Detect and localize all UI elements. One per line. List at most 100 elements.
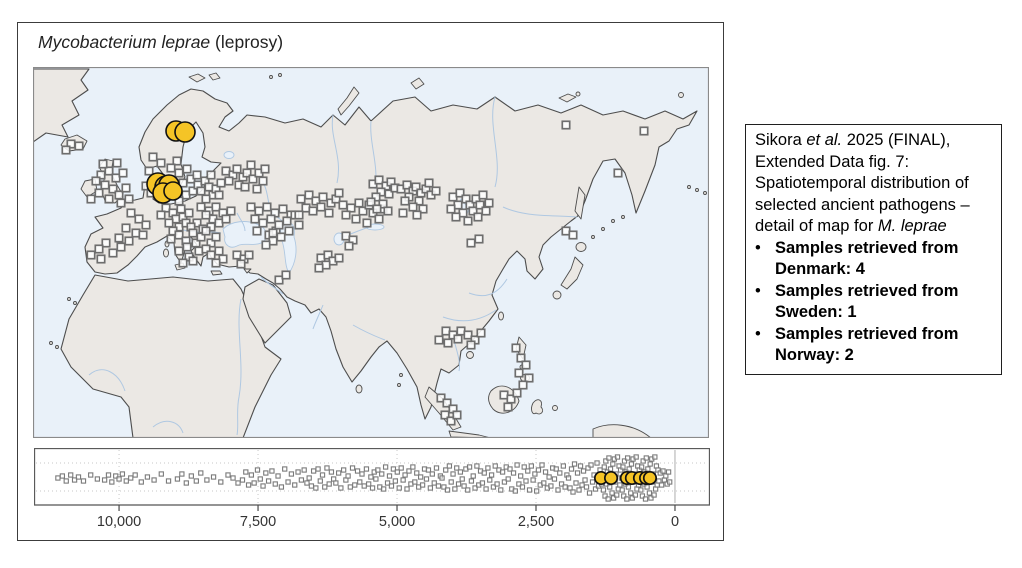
map-sample-square bbox=[384, 189, 394, 199]
timeline-sample-square bbox=[466, 464, 473, 470]
map-sample-square bbox=[294, 220, 304, 230]
timeline-sample-square bbox=[665, 469, 672, 475]
timeline-sample-square bbox=[308, 483, 315, 489]
map-sample-square bbox=[446, 416, 456, 426]
land-africa bbox=[60, 274, 282, 438]
map-sample-square bbox=[182, 242, 192, 252]
figure-title: Mycobacterium leprae (leprosy) bbox=[38, 32, 283, 53]
map-sample-square bbox=[262, 202, 272, 212]
annotation-bullet-list: • Samples retrieved from Denmark: 4 • Sampl… bbox=[755, 238, 992, 367]
map-sample-square bbox=[484, 198, 494, 208]
timeline-sample-square bbox=[479, 480, 486, 486]
map-sample-square bbox=[206, 238, 216, 248]
map-sample-square bbox=[74, 141, 84, 151]
timeline-sample-square bbox=[592, 486, 599, 492]
bullet-text: Samples retrieved from Norway: 2 bbox=[775, 324, 959, 365]
map-sample-square bbox=[412, 210, 422, 220]
citation-italic-segment: et al. bbox=[806, 131, 843, 149]
map-sample-square bbox=[116, 242, 126, 252]
timeline-sample-square bbox=[278, 484, 285, 490]
figure-panel: Mycobacterium leprae (leprosy) bbox=[17, 22, 724, 541]
map-sample-square bbox=[274, 220, 284, 230]
map-sample-square bbox=[338, 200, 348, 210]
timeline-sample-square bbox=[586, 490, 593, 496]
map-sample-square bbox=[104, 194, 114, 204]
river-ganges bbox=[352, 324, 386, 341]
map-sample-square bbox=[226, 206, 236, 216]
map-sample-square bbox=[94, 188, 104, 198]
timeline-sample-square bbox=[643, 455, 649, 461]
timeline-sample-square bbox=[620, 464, 626, 470]
timeline-sample-square bbox=[576, 487, 582, 493]
x-axis-tick-label: 5,000 bbox=[379, 514, 415, 530]
timeline-x-axis: 10,000 7,500 5,000 2,500 0 bbox=[97, 505, 679, 530]
lake-ladoga bbox=[223, 151, 235, 159]
timeline-sample-square bbox=[588, 462, 594, 468]
timeline-sample-square bbox=[368, 474, 374, 480]
timeline-sample-square bbox=[425, 467, 432, 473]
timeline-sample-square bbox=[101, 477, 108, 483]
map-sample-square bbox=[86, 250, 96, 260]
timeline-sample-square bbox=[621, 458, 628, 464]
annotation-citation: Sikora et al. 2025 (FINAL), Extended Dat… bbox=[755, 130, 992, 238]
timeline-sample-square bbox=[557, 470, 563, 476]
timeline-sample-square bbox=[483, 486, 489, 492]
map-sample-square bbox=[221, 214, 231, 224]
map-sample-square bbox=[452, 410, 462, 420]
timeline-sample-square bbox=[116, 476, 122, 482]
river-euphrates bbox=[260, 276, 284, 295]
map-sample-square bbox=[206, 170, 216, 180]
timeline-sample-square bbox=[439, 475, 445, 481]
map-sample-square bbox=[144, 166, 154, 176]
map-sample-square bbox=[402, 180, 412, 190]
timeline-sample-square bbox=[555, 487, 561, 493]
timeline-sample-square bbox=[585, 465, 591, 471]
map-sample-square bbox=[418, 204, 428, 214]
timeline-sample-square bbox=[151, 477, 157, 483]
map-sample-square bbox=[174, 246, 184, 256]
map-sample-square bbox=[156, 158, 166, 168]
timeline-sample-square bbox=[523, 478, 529, 484]
map-sample-square bbox=[475, 200, 485, 210]
map-sample-square bbox=[358, 206, 368, 216]
map-sample-square bbox=[166, 163, 176, 173]
timeline-sample-square bbox=[541, 480, 547, 486]
land-sri-lanka bbox=[355, 384, 363, 394]
timeline-sample-square bbox=[510, 470, 517, 476]
land-severnaya bbox=[410, 77, 425, 90]
timeline-sample-square bbox=[645, 466, 651, 472]
bullet-text: Samples retrieved from Sweden: 1 bbox=[775, 281, 959, 322]
timeline-sample-square bbox=[335, 470, 342, 476]
timeline-sample-square bbox=[366, 481, 372, 487]
timeline-sample-square bbox=[570, 489, 576, 495]
map-sample-square bbox=[211, 202, 221, 212]
kuril-island bbox=[591, 235, 595, 239]
timeline-sample-square bbox=[63, 478, 69, 484]
map-sample-square bbox=[172, 156, 182, 166]
map-sample-square bbox=[236, 259, 246, 269]
timeline-sample-square bbox=[518, 473, 524, 479]
timeline-sample-square bbox=[406, 468, 412, 474]
timeline-sample-square bbox=[468, 478, 475, 484]
map-sample-square bbox=[108, 248, 118, 258]
timeline-sample-square bbox=[138, 479, 144, 485]
map-sample-square bbox=[374, 214, 384, 224]
map-sample-square bbox=[304, 190, 314, 200]
timeline-sample-square bbox=[610, 495, 617, 501]
timeline-sample-square bbox=[71, 477, 78, 483]
figure-title-suffix: (leprosy) bbox=[210, 32, 284, 52]
timeline-sample-square bbox=[319, 472, 326, 478]
map-sample-square bbox=[561, 120, 571, 130]
timeline-sample-square bbox=[465, 487, 471, 493]
map-sample-square bbox=[161, 203, 171, 213]
timeline-sample-square bbox=[548, 483, 554, 489]
map-sample-square bbox=[258, 176, 268, 186]
timeline-sample-square bbox=[558, 481, 565, 487]
timeline-sample-square bbox=[113, 473, 119, 479]
timeline-sample-square bbox=[357, 479, 363, 485]
timeline-sample-square bbox=[481, 470, 487, 476]
timeline-sample-square bbox=[363, 466, 370, 472]
timeline-sample-square bbox=[603, 458, 609, 464]
timeline-sample-square bbox=[260, 483, 266, 489]
